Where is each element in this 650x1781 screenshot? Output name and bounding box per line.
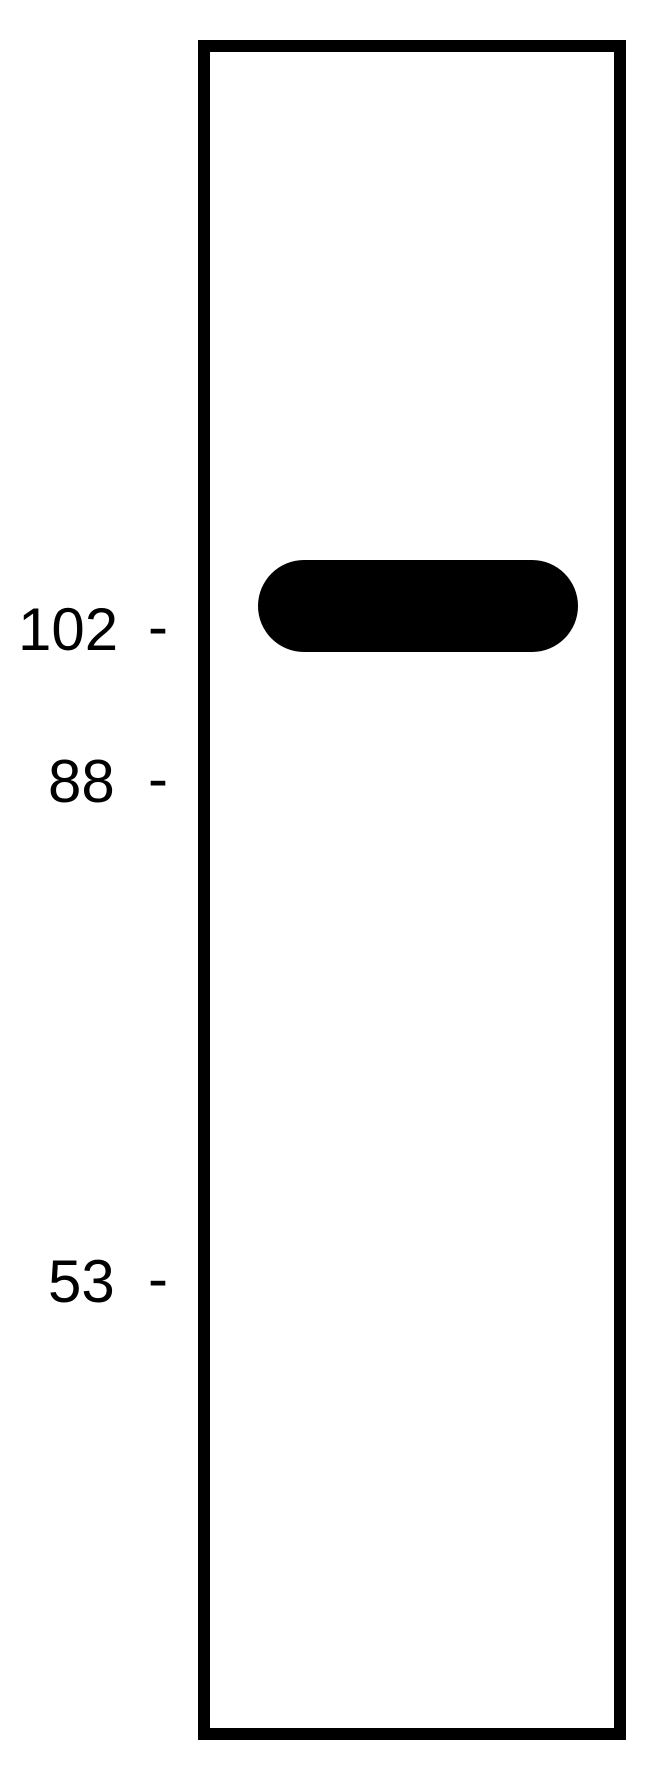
lane-border [198,40,626,1740]
protein-band [258,560,578,652]
marker-label-88: 88 [48,747,115,816]
marker-label-53: 53 [48,1247,115,1316]
blot-container: 102 - 88 - 53 - [0,0,650,1781]
marker-tick-88: - [148,744,168,813]
marker-tick-53: - [148,1244,168,1313]
marker-label-102: 102 [18,595,118,664]
marker-tick-102: - [148,592,168,661]
